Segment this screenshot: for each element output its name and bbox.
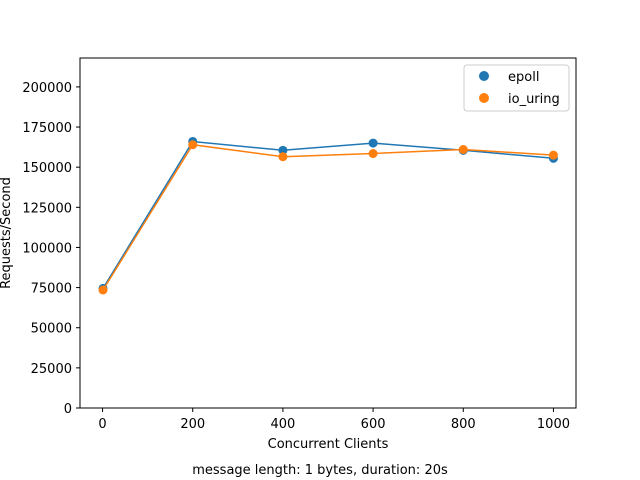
y-axis: 0 25000 50000 75000 100000 125000 150000 175000… <box>22 81 80 417</box>
legend-box <box>463 64 570 112</box>
y-tick-label: 75000 <box>31 282 72 297</box>
legend-marker-io-uring <box>479 93 489 103</box>
data-point-io-uring <box>98 285 108 295</box>
x-tick-label: 0 <box>98 417 106 432</box>
x-tick-label: 200 <box>180 417 205 432</box>
plot-area <box>98 136 558 295</box>
y-tick-label: 125000 <box>22 201 72 216</box>
x-tick-label: 800 <box>451 417 476 432</box>
y-tick-label: 150000 <box>22 161 72 176</box>
data-point-epoll <box>368 138 378 148</box>
y-tick-label: 100000 <box>22 241 72 256</box>
legend-label-io-uring: io_uring <box>508 92 560 107</box>
data-point-epoll <box>278 145 288 155</box>
x-tick-label: 1000 <box>537 417 570 432</box>
series-line-io-uring <box>102 143 554 291</box>
legend: epoll io_uring <box>463 64 570 112</box>
x-tick-label: 400 <box>270 417 295 432</box>
y-axis-label: Requests/Second <box>0 177 14 289</box>
x-axis: 0 200 400 600 800 1000 <box>98 408 570 432</box>
x-axis-label: Concurrent Clients <box>268 437 389 452</box>
data-point-io-uring <box>278 152 288 162</box>
legend-marker-epoll <box>479 71 489 81</box>
y-tick-label: 200000 <box>22 81 72 96</box>
y-tick-label: 175000 <box>22 121 72 136</box>
chart-caption: message length: 1 bytes, duration: 20s <box>192 463 448 478</box>
data-point-io-uring <box>188 140 198 150</box>
y-tick-label: 0 <box>64 402 72 417</box>
legend-label-epoll: epoll <box>508 70 539 85</box>
y-tick-label: 50000 <box>31 322 72 337</box>
data-point-io-uring <box>458 145 468 155</box>
x-tick-label: 600 <box>361 417 386 432</box>
y-tick-label: 25000 <box>31 362 72 377</box>
data-point-io-uring <box>368 149 378 159</box>
plot-frame <box>79 57 577 409</box>
data-point-io-uring <box>548 150 558 160</box>
series-line-epoll <box>102 140 554 289</box>
